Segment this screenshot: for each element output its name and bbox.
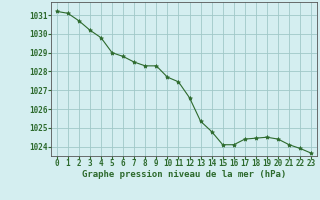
X-axis label: Graphe pression niveau de la mer (hPa): Graphe pression niveau de la mer (hPa) (82, 170, 286, 179)
